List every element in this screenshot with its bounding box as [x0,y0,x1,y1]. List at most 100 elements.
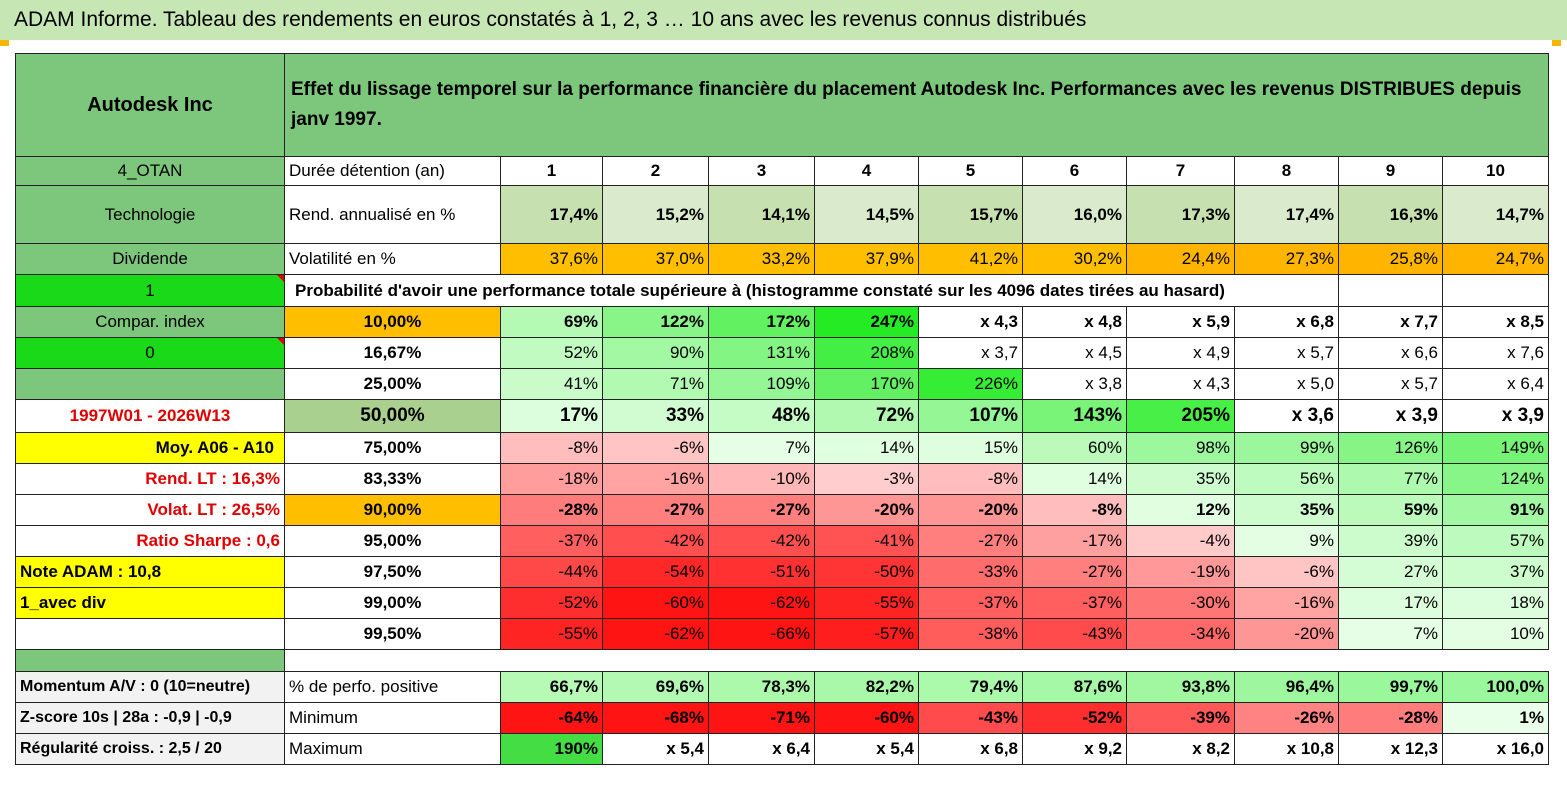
company-name: Autodesk Inc [15,53,285,157]
annualized-label: Rend. annualisé en % [284,185,501,244]
volatility-cell: 25,8% [1338,243,1443,275]
probability-cell: 35% [1126,463,1235,495]
annualized-return-cell: 16,0% [1022,185,1127,244]
probability-cell: 33% [602,399,709,433]
probability-cell: 56% [1234,463,1339,495]
annualized-return-cell: 15,7% [918,185,1023,244]
summary-cell: -28% [1338,702,1443,734]
duration-header-1: 1 [500,156,603,186]
summary-cell: x 9,2 [1022,733,1127,765]
probability-threshold: 10,00% [284,306,501,338]
selector-value-1[interactable]: 1 [15,274,285,307]
summary-cell: 1% [1442,702,1549,734]
probability-cell: -62% [708,587,815,619]
selector-value-0[interactable]: 0 [15,337,285,369]
probability-cell: x 6,8 [1234,306,1339,338]
separator-bar [15,649,285,672]
probability-cell: 131% [708,337,815,369]
summary-cell: 96,4% [1234,671,1339,703]
separator-space [284,649,1549,672]
probability-cell: -6% [602,432,709,464]
volatility-cell: 37,9% [814,243,919,275]
probability-cell: x 3,8 [1022,368,1127,400]
volatility-cell: 24,4% [1126,243,1235,275]
summary-cell: -71% [708,702,815,734]
probability-cell: 205% [1126,399,1235,433]
summary-cell: 190% [500,733,603,765]
probability-cell: 37% [1442,556,1549,588]
summary-cell: 82,2% [814,671,919,703]
probability-threshold: 97,50% [284,556,501,588]
probability-threshold: 50,00% [284,399,501,433]
probability-cell: x 3,7 [918,337,1023,369]
probability-cell: -8% [500,432,603,464]
probability-threshold: 83,33% [284,463,501,495]
summary-cell: -52% [1022,702,1127,734]
probability-cell: -6% [1234,556,1339,588]
probability-cell: 17% [500,399,603,433]
probability-cell: -33% [918,556,1023,588]
probability-cell: 9% [1234,525,1339,557]
summary-metric-2: Z-score 10s | 28a : -0,9 | -0,9 [15,702,285,734]
summary-cell: x 5,4 [814,733,919,765]
probability-cell: 107% [918,399,1023,433]
probability-cell: 122% [602,306,709,338]
probability-threshold: 16,67% [284,337,501,369]
probability-cell: 98% [1126,432,1235,464]
probability-cell: 99% [1234,432,1339,464]
empty-cell [1338,274,1443,307]
probability-cell: -54% [602,556,709,588]
summary-cell: -43% [918,702,1023,734]
probability-cell: 71% [602,368,709,400]
probability-cell: 77% [1338,463,1443,495]
annualized-return-cell: 14,5% [814,185,919,244]
duration-header-8: 8 [1234,156,1339,186]
probability-cell: 41% [500,368,603,400]
summary-cell: -68% [602,702,709,734]
probability-cell: -17% [1022,525,1127,557]
probability-threshold: 25,00% [284,368,501,400]
probability-cell: -10% [708,463,815,495]
probability-cell: -60% [602,587,709,619]
summary-cell: -39% [1126,702,1235,734]
summary-cell: 93,8% [1126,671,1235,703]
probability-cell: 14% [1022,463,1127,495]
compare-index-label: Compar. index [15,306,285,338]
corner-marker [1552,40,1561,46]
probability-cell: -16% [1234,587,1339,619]
average-label: Moy. A06 - A10 [15,432,285,464]
report-title: ADAM Informe. Tableau des rendements en … [0,0,1567,40]
probability-cell: 35% [1234,494,1339,526]
summary-metric-3: Régularité croiss. : 2,5 / 20 [15,733,285,765]
volatility-cell: 27,3% [1234,243,1339,275]
probability-cell: x 6,4 [1442,368,1549,400]
income-type: Dividende [15,243,285,275]
summary-label-1: % de perfo. positive [284,671,501,703]
probability-cell: -51% [708,556,815,588]
sector-name: Technologie [15,185,285,244]
probability-cell: x 4,9 [1126,337,1235,369]
probability-cell: -50% [814,556,919,588]
probability-cell: -30% [1126,587,1235,619]
duration-label: Durée détention (an) [284,156,501,186]
duration-header-2: 2 [602,156,709,186]
table-description: Effet du lissage temporel sur la perform… [284,53,1549,157]
probability-cell: 124% [1442,463,1549,495]
probability-cell: x 3,9 [1338,399,1443,433]
summary-cell: 69,6% [602,671,709,703]
long-term-volatility: Volat. LT : 26,5% [15,494,285,526]
probability-cell: -27% [918,525,1023,557]
annualized-return-cell: 17,4% [1234,185,1339,244]
summary-cell: -64% [500,702,603,734]
probability-cell: 59% [1338,494,1443,526]
probability-cell: x 8,5 [1442,306,1549,338]
duration-header-5: 5 [918,156,1023,186]
summary-metric-1: Momentum A/V : 0 (10=neutre) [15,671,285,703]
probability-cell: 7% [708,432,815,464]
probability-cell: 247% [814,306,919,338]
probability-cell: x 5,7 [1234,337,1339,369]
returns-table: Autodesk Inc Effet du lissage temporel s… [15,53,1549,765]
probability-cell: 208% [814,337,919,369]
duration-header-6: 6 [1022,156,1127,186]
sector-code: 4_OTAN [15,156,285,186]
